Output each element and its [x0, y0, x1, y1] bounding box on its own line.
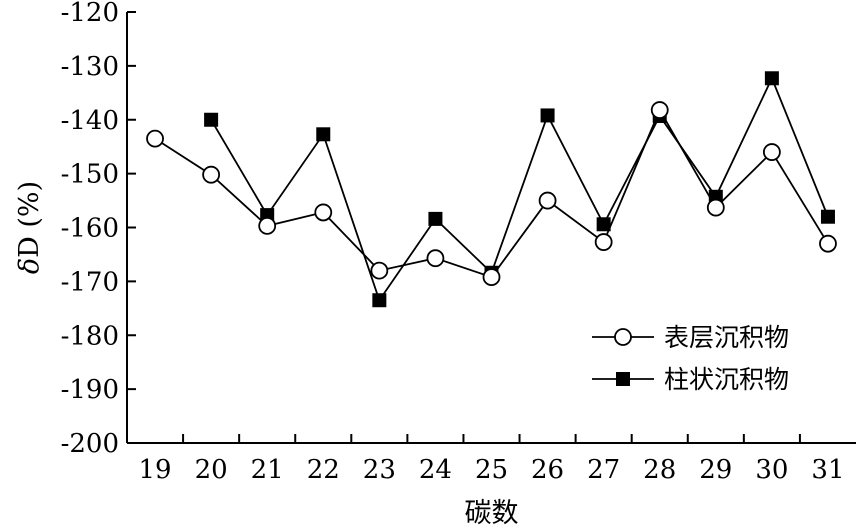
- legend-label: 表层沉积物: [664, 323, 789, 352]
- data-point: [314, 203, 333, 222]
- legend-item: 表层沉积物: [592, 323, 789, 352]
- x-tick-label: 22: [307, 455, 340, 485]
- x-tick-label: 31: [811, 455, 844, 485]
- legend-marker: [616, 372, 630, 386]
- y-axis-title-symbol: δ: [14, 258, 45, 274]
- legend-label: 柱状沉积物: [664, 365, 789, 394]
- x-tick-label: 19: [138, 455, 171, 485]
- y-tick-label: -190: [61, 375, 119, 405]
- data-point: [428, 211, 443, 226]
- x-tick-label: 30: [755, 455, 788, 485]
- y-tick-label: -180: [61, 321, 119, 351]
- y-tick-label: -150: [61, 160, 119, 190]
- x-ticks: 19 20 21 22 23 24 25 26 27 28 29 30 31: [138, 434, 845, 485]
- x-tick-label: 29: [699, 455, 732, 485]
- x-tick-label: 23: [363, 455, 396, 485]
- y-tick-label: -170: [61, 267, 119, 297]
- data-point: [764, 71, 779, 86]
- data-point: [538, 191, 557, 210]
- data-point: [650, 101, 669, 119]
- x-tick-label: 21: [251, 455, 284, 485]
- series-layer: [146, 71, 837, 308]
- x-tick-label: 25: [475, 455, 508, 485]
- data-point: [202, 165, 221, 184]
- data-point: [594, 233, 613, 251]
- series-1: [204, 71, 835, 308]
- legend-marker: [614, 328, 632, 346]
- series-0: [146, 101, 837, 286]
- data-point: [820, 209, 835, 224]
- data-point: [146, 129, 164, 148]
- data-point: [316, 127, 331, 142]
- y-tick-label: -160: [61, 214, 119, 244]
- data-point: [540, 108, 555, 123]
- data-point: [482, 268, 501, 286]
- data-point: [258, 216, 277, 235]
- y-axis-title: δD (%): [14, 181, 45, 274]
- x-tick-label: 24: [419, 455, 452, 485]
- y-tick-label: -130: [61, 52, 119, 82]
- y-tick-label: -140: [61, 106, 119, 136]
- x-axis: 19 20 21 22 23 24 25 26 27 28 29 30 31: [127, 434, 856, 485]
- x-axis-title: 碳数: [465, 498, 519, 529]
- data-point: [370, 261, 389, 280]
- x-tick-label: 26: [531, 455, 564, 485]
- data-point: [204, 112, 219, 127]
- data-point: [372, 293, 387, 308]
- y-axis-title-text: D (%): [14, 181, 45, 258]
- y-tick-label: -120: [61, 0, 119, 28]
- x-tick-label: 27: [587, 455, 620, 485]
- data-point: [819, 234, 837, 253]
- legend-item: 柱状沉积物: [592, 365, 789, 394]
- data-point: [596, 217, 611, 232]
- series-line: [154, 108, 829, 279]
- data-point: [762, 143, 781, 161]
- y-tick-label: -200: [61, 429, 119, 459]
- data-point: [426, 249, 445, 268]
- series-line: [210, 76, 829, 303]
- data-point: [706, 198, 725, 217]
- y-axis: -120 -130 -140 -150 -160 -170 -180 -190 -200: [61, 0, 136, 459]
- x-tick-label: 28: [643, 455, 676, 485]
- x-tick-label: 20: [195, 455, 228, 485]
- y-ticks: -120 -130 -140 -150 -160 -170 -180 -190 -200: [61, 0, 136, 459]
